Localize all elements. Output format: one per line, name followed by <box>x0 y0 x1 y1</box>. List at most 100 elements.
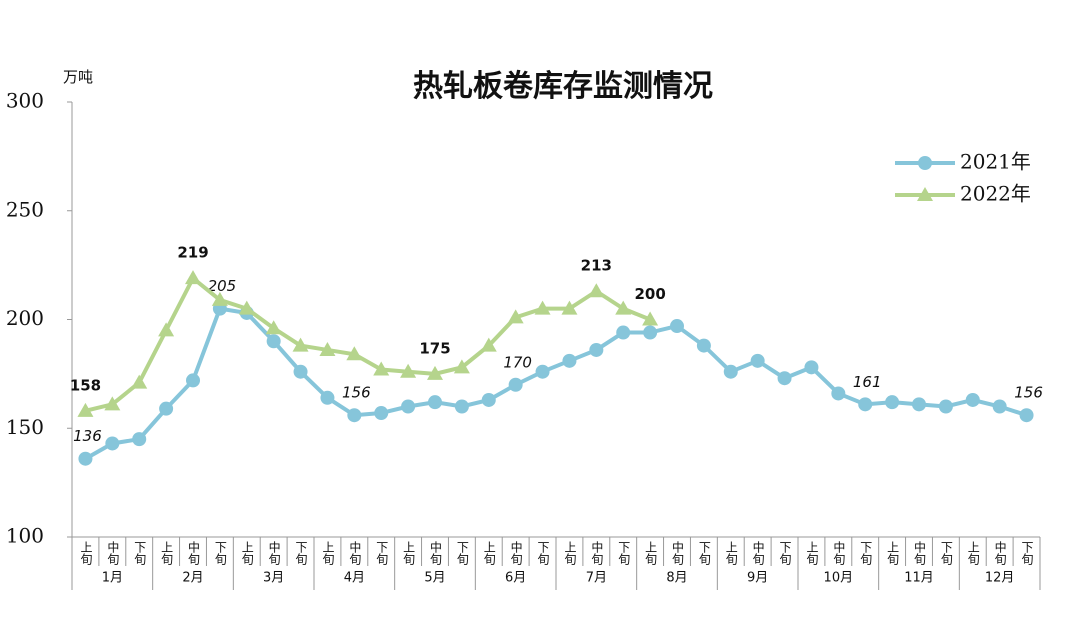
data-point <box>534 300 551 315</box>
x-tick-label: 上旬 <box>886 541 900 565</box>
data-point <box>266 334 281 349</box>
x-tick-label: 上旬 <box>321 541 335 565</box>
data-point <box>292 337 309 352</box>
data-point <box>186 373 200 388</box>
x-tick-label: 中旬 <box>671 540 685 565</box>
x-tick-label: 上旬 <box>644 541 658 565</box>
y-tick-label: 150 <box>6 415 44 439</box>
data-point <box>211 291 228 306</box>
x-tick-label: 中旬 <box>832 540 846 565</box>
legend-marker <box>917 187 933 201</box>
x-tick-label: 上旬 <box>805 541 819 565</box>
data-label: 219 <box>177 244 208 262</box>
data-point <box>401 399 416 414</box>
x-tick-label: 上旬 <box>966 541 980 565</box>
x-tick-label: 中旬 <box>348 540 362 565</box>
x-group-label: 9月 <box>747 571 768 586</box>
data-point <box>265 320 282 335</box>
x-group-label: 10月 <box>824 571 854 586</box>
data-point <box>105 436 120 451</box>
data-point <box>185 270 201 285</box>
x-group-label: 6月 <box>505 571 526 586</box>
x-tick-label: 上旬 <box>402 541 416 565</box>
x-tick-label: 下旬 <box>133 541 147 565</box>
data-point <box>293 364 308 379</box>
x-tick-label: 上旬 <box>79 541 93 565</box>
data-point <box>1019 408 1034 423</box>
x-tick-label: 下旬 <box>778 541 792 565</box>
x-group-label: 5月 <box>424 571 445 586</box>
x-tick-label: 中旬 <box>590 540 604 565</box>
data-point <box>77 402 94 417</box>
x-group-label: 3月 <box>263 571 284 586</box>
y-tick-label: 100 <box>6 524 44 548</box>
data-point <box>346 346 363 361</box>
data-point <box>480 337 497 352</box>
data-point <box>642 311 659 326</box>
data-point <box>831 386 846 401</box>
legend-label: 2022年 <box>960 182 1031 206</box>
data-point <box>750 353 765 368</box>
data-point <box>777 371 792 386</box>
data-point <box>158 322 175 337</box>
x-group-label: 1月 <box>102 571 123 586</box>
x-tick-label: 下旬 <box>213 541 227 565</box>
data-point <box>427 365 443 380</box>
y-tick-label: 250 <box>6 197 44 221</box>
data-point <box>131 374 148 389</box>
data-label: 200 <box>634 285 665 303</box>
x-tick-label: 下旬 <box>375 541 389 565</box>
data-point <box>320 390 335 405</box>
x-tick-label: 下旬 <box>697 541 711 565</box>
x-tick-label: 下旬 <box>536 541 550 565</box>
data-label: 170 <box>503 353 532 371</box>
x-tick-label: 中旬 <box>429 540 443 565</box>
x-tick-label: 中旬 <box>267 540 281 565</box>
data-point <box>400 363 417 378</box>
data-point <box>454 399 469 414</box>
data-point <box>885 395 900 410</box>
data-point <box>670 319 684 334</box>
data-point <box>507 309 524 324</box>
data-point <box>992 399 1007 414</box>
data-point <box>561 300 578 315</box>
x-tick-label: 上旬 <box>160 541 174 565</box>
y-tick-label: 200 <box>6 306 44 330</box>
x-group-label: 8月 <box>666 571 687 586</box>
data-point <box>615 300 632 315</box>
x-tick-label: 中旬 <box>913 540 927 565</box>
x-tick-label: 中旬 <box>509 540 523 565</box>
series-line <box>84 306 1028 461</box>
chart-title: 热轧板卷库存监测情况 <box>413 69 713 104</box>
data-label: 136 <box>73 427 102 445</box>
data-label: 158 <box>70 376 101 394</box>
series-line <box>84 275 651 413</box>
data-point <box>319 341 336 356</box>
x-tick-label: 下旬 <box>294 541 308 565</box>
data-point <box>804 360 819 375</box>
data-point <box>374 406 389 421</box>
data-label: 156 <box>342 384 371 402</box>
data-point <box>373 361 390 376</box>
x-tick-label: 中旬 <box>993 540 1007 565</box>
x-group-label: 12月 <box>985 571 1015 586</box>
x-group-label: 11月 <box>904 571 934 586</box>
data-point <box>616 325 631 340</box>
x-group-label: 4月 <box>344 571 365 586</box>
x-tick-label: 下旬 <box>859 541 873 565</box>
x-group-label: 7月 <box>586 571 607 586</box>
data-point <box>238 300 255 315</box>
data-label: 175 <box>419 339 450 357</box>
data-point <box>965 392 980 407</box>
data-point <box>104 396 121 411</box>
data-point <box>508 377 523 392</box>
data-point <box>723 364 738 379</box>
data-point <box>588 283 605 298</box>
data-point <box>347 408 362 423</box>
x-tick-label: 下旬 <box>939 541 953 565</box>
x-tick-label: 上旬 <box>563 541 577 565</box>
data-label: 213 <box>581 257 612 275</box>
data-label: 156 <box>1014 384 1043 402</box>
data-label: 161 <box>853 373 882 391</box>
x-tick-label: 中旬 <box>187 540 201 565</box>
